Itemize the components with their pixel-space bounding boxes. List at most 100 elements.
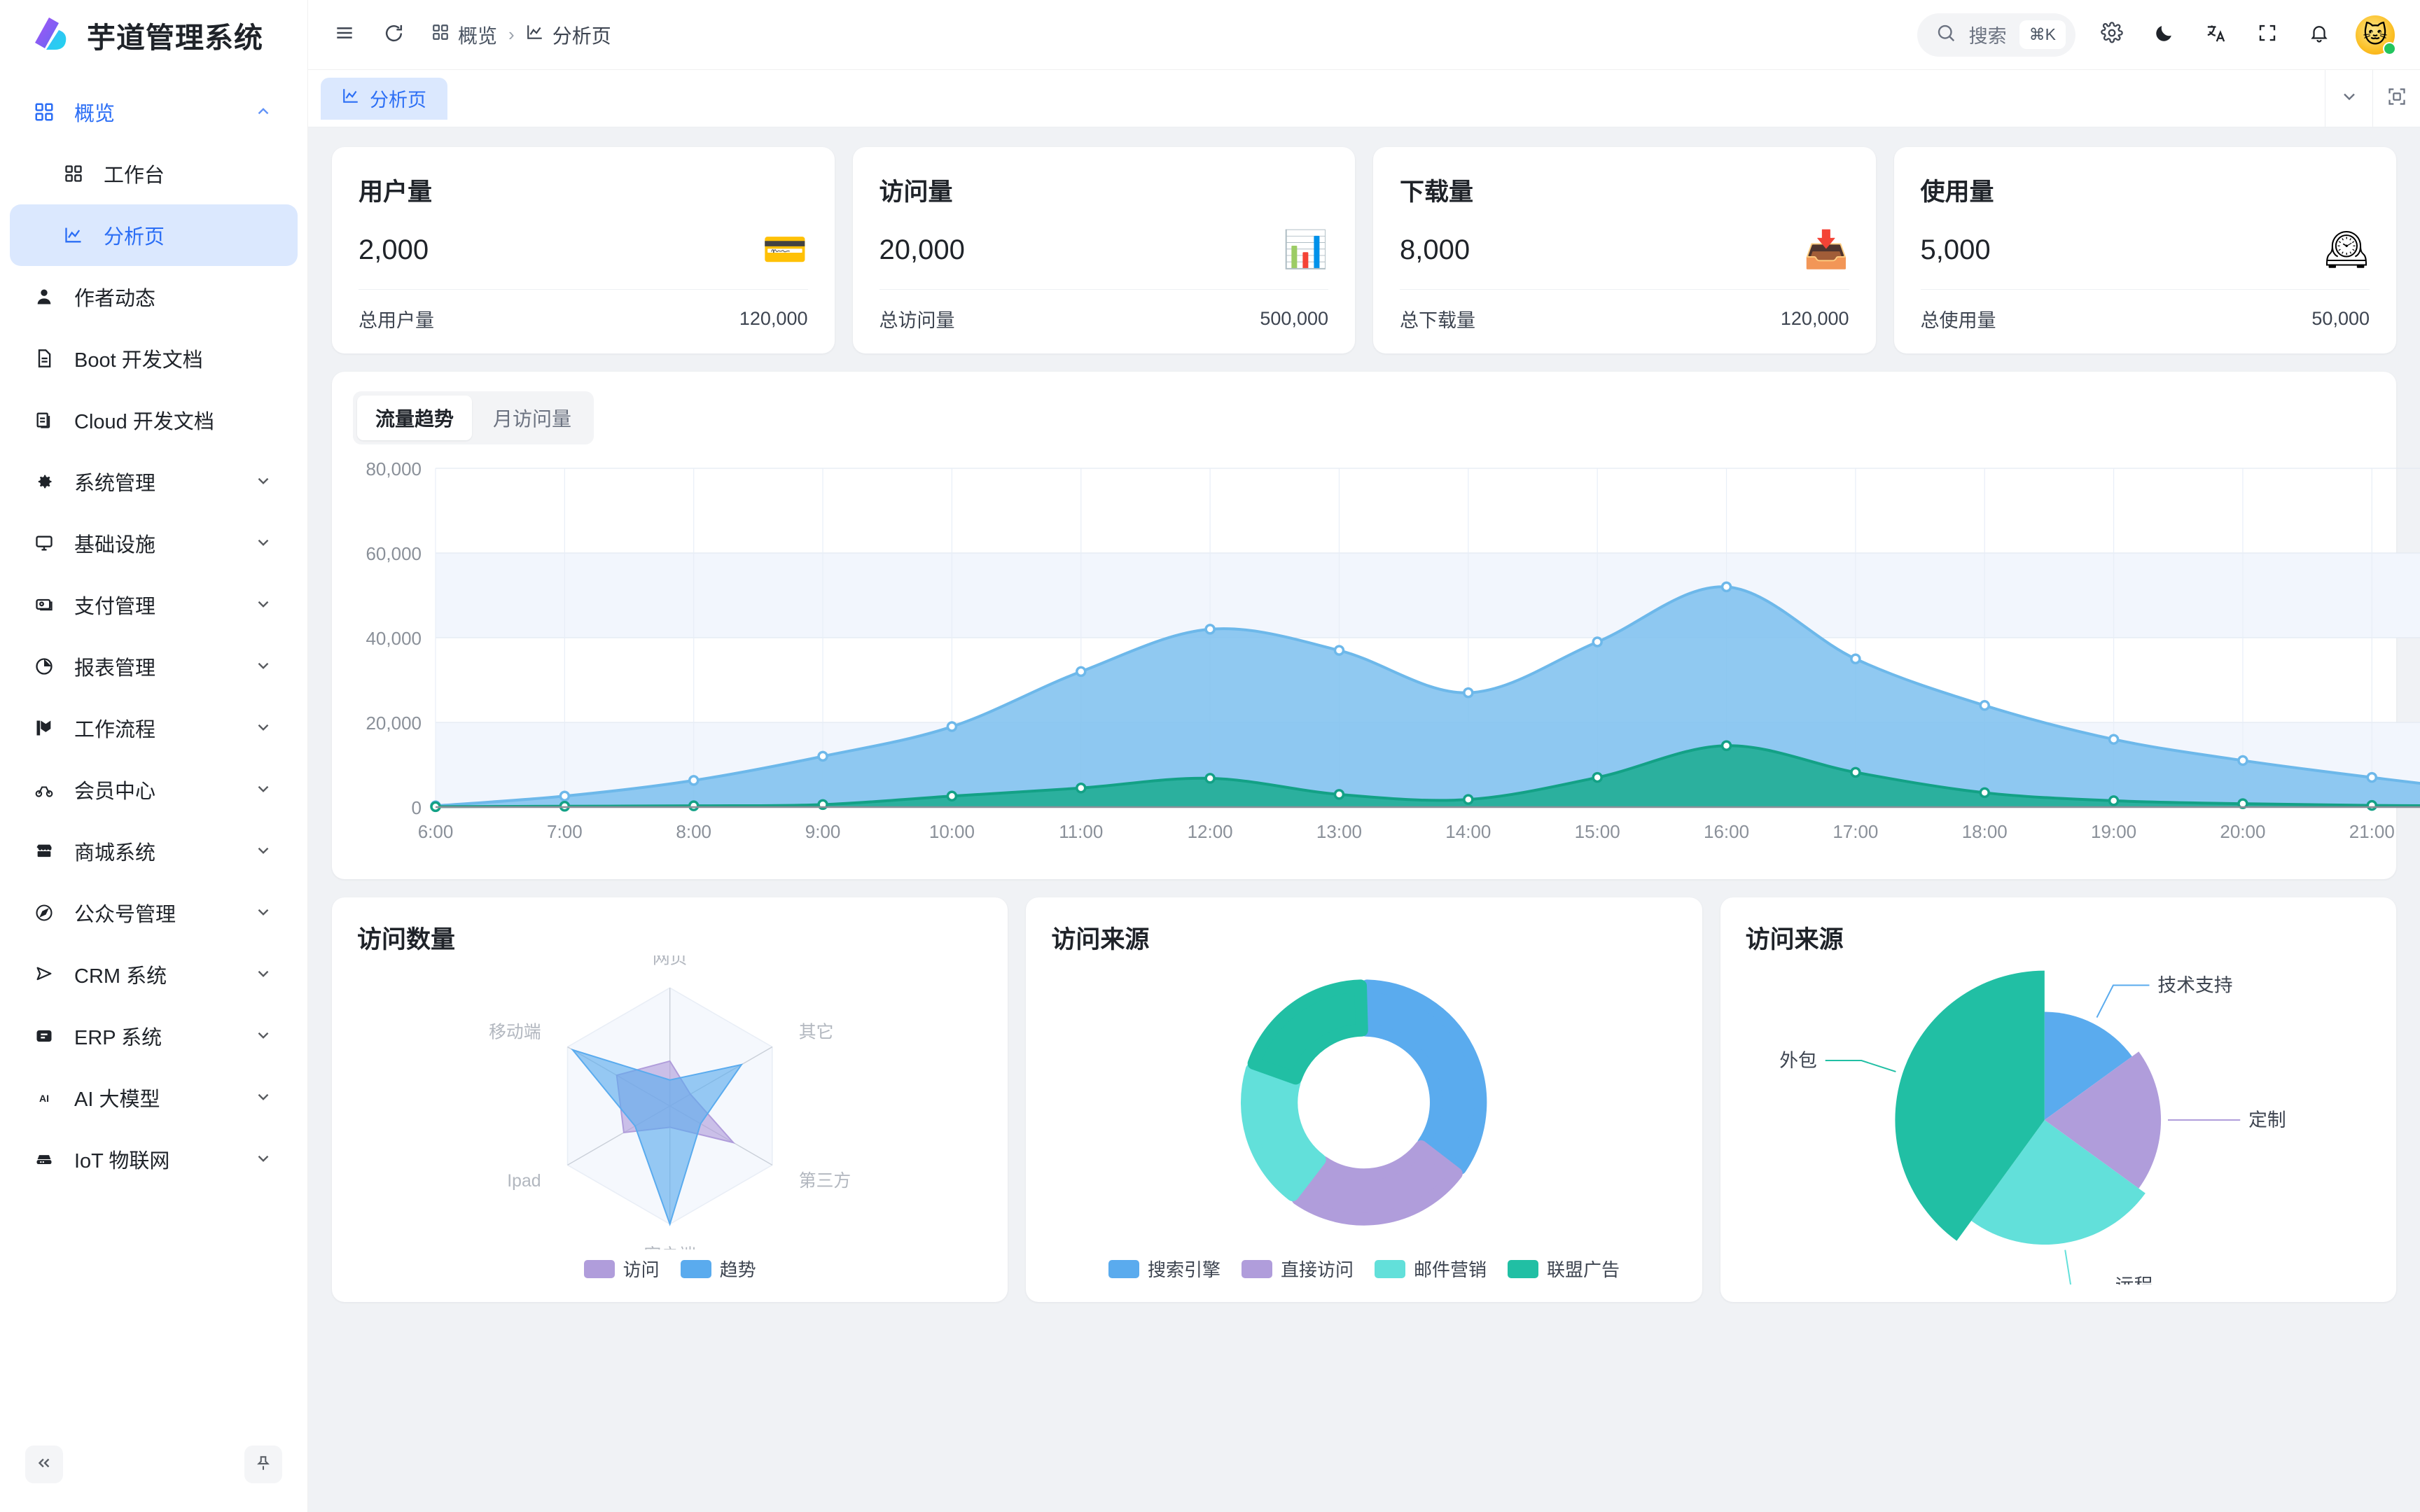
compass-icon [32,901,56,925]
sidebar-item-official-account[interactable]: 公众号管理 [10,882,298,944]
svg-text:第三方: 第三方 [799,1171,851,1191]
stat-value: 2,000 [359,234,429,265]
sidebar-item-erp[interactable]: ERP 系统 [10,1005,298,1067]
sidebar-item-system[interactable]: 系统管理 [10,451,298,512]
pin-icon [254,1454,272,1476]
tab-analysis[interactable]: 分析页 [321,77,447,120]
menu-toggle-button[interactable] [329,20,360,50]
legend-item[interactable]: 联盟广告 [1508,1256,1620,1282]
search-input[interactable]: 搜索 ⌘K [1917,13,2075,57]
tabs-container: 分析页 [308,70,2325,127]
sidebar-item-ai[interactable]: AI AI 大模型 [10,1067,298,1128]
gear-icon [2101,22,2123,48]
sidebar-item-label: Boot 开发文档 [74,349,203,372]
tab-monthly-visits[interactable]: 月访问量 [493,408,572,430]
legend-label: 访问 [623,1259,660,1280]
sidebar-menu: 概览 工作台 [0,70,307,1435]
svg-text:其它: 其它 [799,1023,834,1042]
stat-total-value: 50,000 [2311,308,2370,329]
shop-icon [32,839,56,863]
sidebar-item-label: IoT 物联网 [74,1150,170,1172]
monitor-icon [32,531,56,555]
sidebar-item-label: Cloud 开发文档 [74,411,214,433]
refresh-button[interactable] [378,20,409,50]
sidebar-item-mall[interactable]: 商城系统 [10,820,298,882]
tabbar: 分析页 [308,70,2420,127]
card-title: 访问来源 [1051,926,1150,953]
tabbar-dropdown-button[interactable] [2325,70,2372,127]
flag-icon [32,716,56,740]
sidebar-item-boot-docs[interactable]: Boot 开发文档 [10,328,298,389]
language-button[interactable] [2200,20,2231,50]
stat-card-downloads: 下载量 8,000 📥 总下载量 120,000 [1373,147,1876,354]
ai-icon: AI [32,1086,56,1110]
search-icon [1935,22,1956,47]
user-icon [32,285,56,309]
tabbar-expand-button[interactable] [2372,70,2420,127]
divider [359,289,808,290]
main-area: 概览 › 分析页 搜索 ⌘K [308,0,2420,1512]
logo-row[interactable]: 芋道管理系统 [0,0,307,70]
stat-value: 20,000 [879,234,965,265]
sidebar-item-author-news[interactable]: 作者动态 [10,266,298,328]
chevron-down-icon [254,841,274,861]
sidebar-item-crm[interactable]: CRM 系统 [10,944,298,1005]
translate-icon [2205,22,2227,48]
svg-text:定制: 定制 [2248,1110,2286,1130]
stat-total-label: 总下载量 [1400,310,1475,331]
avatar[interactable]: 🐱 [2356,15,2396,55]
donut-chart [1241,979,1487,1226]
svg-text:40,000: 40,000 [366,628,422,649]
legend-item[interactable]: 趋势 [680,1256,756,1282]
svg-text:网页: 网页 [653,955,688,967]
notifications-button[interactable] [2304,20,2335,50]
legend-item[interactable]: 邮件营销 [1374,1256,1487,1282]
sidebar-item-payment[interactable]: 支付管理 [10,574,298,636]
fullscreen-button[interactable] [2252,20,2283,50]
clock-icon: 🕰 [2323,230,2370,270]
settings-button[interactable] [2096,20,2127,50]
tab-traffic-trend[interactable]: 流量趋势 [357,396,473,440]
legend-item[interactable]: 直接访问 [1241,1256,1354,1282]
sidebar-item-label: ERP 系统 [74,1027,162,1049]
pikachu-avatar-glyph: 🐱 [2363,21,2388,48]
sidebar-item-iot[interactable]: IoT 物联网 [10,1128,298,1190]
sidebar-item-analysis[interactable]: 分析页 [10,204,298,266]
stat-title: 用户量 [359,178,433,206]
svg-text:60,000: 60,000 [366,543,422,564]
grid-icon [32,100,56,124]
svg-text:技术支持: 技术支持 [2157,974,2232,995]
sidebar-item-overview[interactable]: 概览 [10,81,298,143]
svg-text:12:00: 12:00 [1188,821,1233,842]
sidebar-item-member[interactable]: 会员中心 [10,759,298,820]
chevron-down-icon [254,1088,274,1107]
sidebar-pin-button[interactable] [244,1446,282,1483]
credit-card-icon: 💳 [762,230,808,270]
legend-item[interactable]: 访问 [583,1256,660,1282]
download-icon: 📥 [1803,230,1849,270]
sidebar-item-report[interactable]: 报表管理 [10,636,298,697]
legend-item[interactable]: 搜索引擎 [1108,1256,1221,1282]
sidebar-item-infrastructure[interactable]: 基础设施 [10,512,298,574]
sidebar-item-workflow[interactable]: 工作流程 [10,697,298,759]
sidebar-item-label: 支付管理 [74,596,156,618]
svg-text:15:00: 15:00 [1575,821,1620,842]
sidebar-item-workbench[interactable]: 工作台 [10,143,298,204]
sidebar-item-label: 会员中心 [74,780,156,803]
stat-card-visits: 访问量 20,000 📊 总访问量 500,000 [852,147,1355,354]
breadcrumb-item-overview[interactable]: 概览 [431,21,497,49]
svg-text:Ipad: Ipad [507,1172,541,1191]
chevron-down-icon [254,965,274,984]
server-icon [32,1147,56,1171]
card-title: 访问来源 [1745,926,1844,953]
svg-text:7:00: 7:00 [547,821,583,842]
svg-text:6:00: 6:00 [418,821,454,842]
dark-mode-button[interactable] [2148,20,2179,50]
box-icon [32,1024,56,1048]
sidebar-item-cloud-docs[interactable]: Cloud 开发文档 [10,389,298,451]
visit-source-donut-card: 访问来源 搜索引擎 直接访问 邮件营销 联盟广告 [1026,897,1702,1302]
stat-total-label: 总用户量 [359,310,434,331]
svg-text:远程: 远程 [2115,1275,2153,1284]
breadcrumb-item-analysis[interactable]: 分析页 [526,21,611,49]
sidebar-collapse-button[interactable] [25,1446,63,1483]
